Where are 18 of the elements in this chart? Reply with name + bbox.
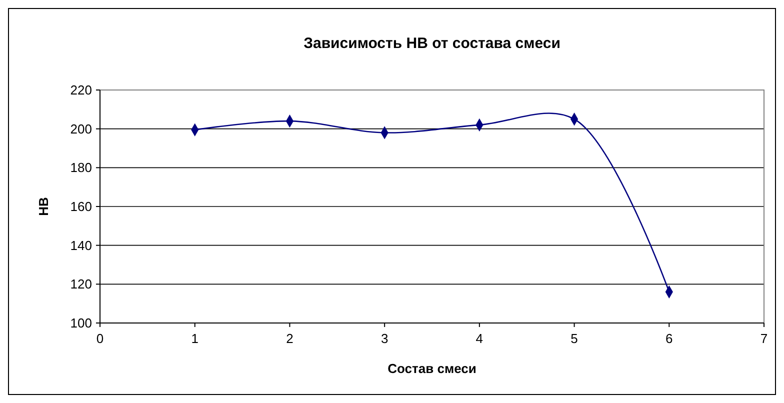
x-tick-label: 7 — [760, 331, 768, 346]
y-tick-label: 160 — [70, 199, 92, 214]
x-tick-label: 1 — [191, 331, 198, 346]
x-tick-label: 3 — [380, 331, 388, 346]
x-axis-title: Состав смеси — [388, 361, 476, 376]
x-tick-label: 0 — [96, 331, 104, 346]
x-tick-label: 4 — [476, 331, 484, 346]
y-tick-label: 120 — [70, 276, 92, 292]
x-tick-label: 2 — [286, 331, 294, 346]
y-axis-title: HB — [36, 197, 51, 216]
x-tick-label: 5 — [570, 331, 578, 346]
x-tick-label: 6 — [666, 331, 673, 346]
y-tick-label: 180 — [70, 160, 92, 176]
chart-title: Зависимость HB от состава смеси — [304, 35, 560, 52]
y-tick-label: 200 — [70, 121, 92, 136]
y-tick-label: 100 — [70, 316, 92, 331]
y-tick-label: 220 — [70, 82, 92, 98]
y-tick-label: 140 — [70, 238, 92, 253]
